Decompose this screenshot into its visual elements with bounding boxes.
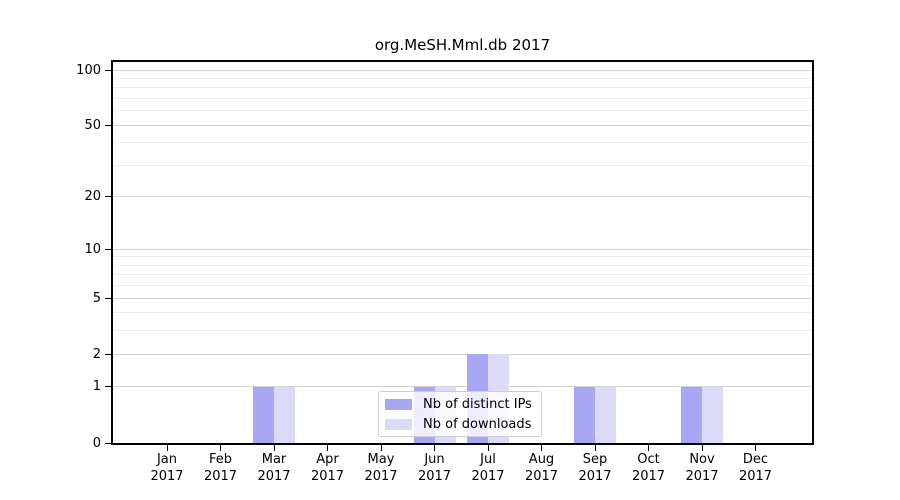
gridline-minor xyxy=(113,274,812,276)
x-axis-tick-year: 2017 xyxy=(150,469,184,484)
y-axis-tick-label: 1 xyxy=(92,379,101,395)
y-axis-tick-label: 50 xyxy=(84,117,101,133)
gridline-minor xyxy=(113,330,812,332)
x-axis-tick-label: Jan 2017 xyxy=(137,451,197,485)
bar-distinct-ips-sep xyxy=(574,386,595,443)
bar-downloads-sep xyxy=(595,386,616,443)
gridline-major xyxy=(113,353,812,355)
x-axis-tick xyxy=(487,445,489,451)
y-axis-tick-label: 5 xyxy=(92,290,101,306)
gridline-major xyxy=(113,196,812,198)
x-axis-tick-label: Dec 2017 xyxy=(726,451,786,485)
legend-item-downloads: Nb of downloads xyxy=(379,417,541,432)
y-axis-tick xyxy=(105,69,111,71)
bar-distinct-ips-nov xyxy=(681,386,702,443)
gridline-minor xyxy=(113,285,812,287)
gridline-major xyxy=(113,386,812,388)
gridline-major xyxy=(113,124,812,126)
y-axis-tick-label: 0 xyxy=(92,435,101,451)
bar-distinct-ips-mar xyxy=(253,386,274,443)
legend: Nb of distinct IPs Nb of downloads xyxy=(378,391,542,437)
y-axis-tick xyxy=(105,297,111,299)
x-axis-tick xyxy=(541,445,542,451)
x-axis-tick xyxy=(166,445,168,451)
gridline-minor xyxy=(113,312,812,314)
x-axis-tick xyxy=(380,445,382,451)
y-axis-tick xyxy=(105,196,111,198)
gridline-minor xyxy=(113,256,812,258)
x-axis-tick-year: 2017 xyxy=(631,469,666,484)
x-axis-tick-year: 2017 xyxy=(257,469,291,484)
y-axis-tick xyxy=(105,353,111,355)
grid-layer xyxy=(113,62,812,443)
y-axis-tick xyxy=(105,124,111,126)
gridline-minor xyxy=(113,164,812,166)
x-axis-tick xyxy=(594,445,596,451)
x-axis-tick-label: Nov 2017 xyxy=(672,451,732,485)
y-axis-tick-label: 2 xyxy=(92,346,101,362)
x-axis-tick xyxy=(273,445,275,451)
chart-title: org.MeSH.Mml.db 2017 xyxy=(374,36,551,54)
x-axis-tick-year: 2017 xyxy=(364,469,398,484)
y-axis-tick xyxy=(105,386,111,388)
x-axis-tick-label: Apr 2017 xyxy=(298,451,358,485)
gridline-minor xyxy=(113,142,812,144)
x-axis-tick-label: Sep 2017 xyxy=(565,451,625,485)
gridline-minor xyxy=(113,77,812,79)
legend-label-distinct-ips: Nb of distinct IPs xyxy=(423,396,532,412)
x-axis-tick-year: 2017 xyxy=(203,469,238,484)
x-axis-tick-label: Oct 2017 xyxy=(619,451,679,485)
legend-swatch-distinct-ips-icon xyxy=(385,398,412,410)
gridline-minor xyxy=(113,264,812,266)
x-axis-tick-year: 2017 xyxy=(578,469,612,484)
x-axis-tick xyxy=(220,445,221,451)
y-axis-tick-label: 100 xyxy=(76,62,101,78)
gridline-major xyxy=(113,248,812,250)
plot-area: Nb of distinct IPs Nb of downloads xyxy=(111,60,814,445)
x-axis-tick-year: 2017 xyxy=(310,469,345,484)
x-axis-tick-year: 2017 xyxy=(738,469,773,484)
legend-item-distinct-ips: Nb of distinct IPs xyxy=(379,397,541,412)
x-axis-tick-year: 2017 xyxy=(471,469,505,484)
x-axis-tick-label: Jun 2017 xyxy=(405,451,465,485)
bar-downloads-mar xyxy=(274,386,295,443)
x-axis-tick xyxy=(434,445,435,451)
gridline-minor xyxy=(113,97,812,99)
gridline-major xyxy=(113,69,812,71)
x-axis-tick-year: 2017 xyxy=(685,469,719,484)
legend-label-downloads: Nb of downloads xyxy=(423,416,532,432)
x-axis-tick-year: 2017 xyxy=(417,469,452,484)
y-axis-tick xyxy=(105,442,111,444)
x-axis-tick-label: Aug 2017 xyxy=(512,451,572,485)
x-axis-tick xyxy=(701,445,703,451)
x-axis-tick xyxy=(755,445,756,451)
x-axis-tick-label: Jul 2017 xyxy=(458,451,518,485)
x-axis-tick xyxy=(327,445,328,451)
x-axis-tick-label: Feb 2017 xyxy=(191,451,251,485)
bars-layer xyxy=(113,62,812,443)
bar-downloads-nov xyxy=(702,386,723,443)
gridline-minor xyxy=(113,110,812,112)
y-axis-tick-label: 20 xyxy=(84,189,101,205)
legend-swatch-downloads-icon xyxy=(385,418,412,430)
y-axis-tick-label: 10 xyxy=(84,241,101,257)
gridline-major xyxy=(113,297,812,299)
x-axis-tick xyxy=(648,445,649,451)
gridline-minor xyxy=(113,87,812,89)
y-axis-tick xyxy=(105,248,111,250)
x-axis-tick-label: Mar 2017 xyxy=(244,451,304,485)
x-axis-tick-label: May 2017 xyxy=(351,451,411,485)
x-axis-tick-year: 2017 xyxy=(524,469,559,484)
